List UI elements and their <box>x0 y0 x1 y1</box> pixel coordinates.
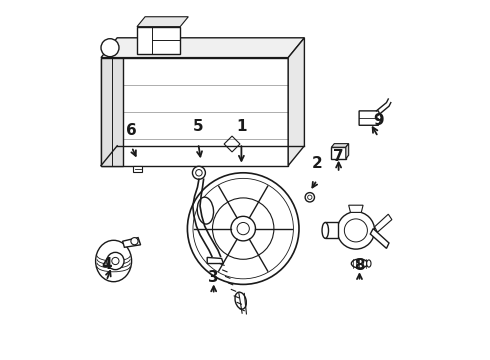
Circle shape <box>231 216 255 241</box>
Text: 4: 4 <box>101 257 112 272</box>
Ellipse shape <box>351 259 368 268</box>
Text: 7: 7 <box>333 149 344 164</box>
Text: 1: 1 <box>236 119 246 134</box>
Polygon shape <box>101 58 288 166</box>
Circle shape <box>213 198 274 259</box>
Polygon shape <box>207 257 223 264</box>
Polygon shape <box>133 166 142 172</box>
Polygon shape <box>331 144 349 147</box>
Circle shape <box>131 238 138 245</box>
Polygon shape <box>349 205 363 212</box>
Polygon shape <box>101 38 304 58</box>
Polygon shape <box>122 238 141 247</box>
Ellipse shape <box>367 260 371 267</box>
Text: 3: 3 <box>208 270 219 285</box>
Polygon shape <box>331 147 346 159</box>
Text: 6: 6 <box>126 123 137 138</box>
Polygon shape <box>346 144 349 159</box>
Circle shape <box>187 173 299 284</box>
Circle shape <box>101 39 119 57</box>
Polygon shape <box>137 27 180 54</box>
Circle shape <box>107 252 124 270</box>
Ellipse shape <box>197 197 214 224</box>
Circle shape <box>337 212 374 249</box>
Ellipse shape <box>96 240 132 282</box>
Polygon shape <box>288 38 304 166</box>
Polygon shape <box>101 58 122 166</box>
Polygon shape <box>370 229 389 248</box>
Ellipse shape <box>235 292 246 309</box>
Circle shape <box>193 166 205 179</box>
Circle shape <box>305 193 315 202</box>
Text: 5: 5 <box>193 119 203 134</box>
Text: 9: 9 <box>373 113 384 128</box>
Polygon shape <box>359 111 382 125</box>
Text: 8: 8 <box>354 257 365 273</box>
Text: 2: 2 <box>312 156 322 171</box>
Polygon shape <box>374 214 392 232</box>
Polygon shape <box>137 17 188 27</box>
Polygon shape <box>325 222 338 238</box>
Ellipse shape <box>322 222 328 238</box>
